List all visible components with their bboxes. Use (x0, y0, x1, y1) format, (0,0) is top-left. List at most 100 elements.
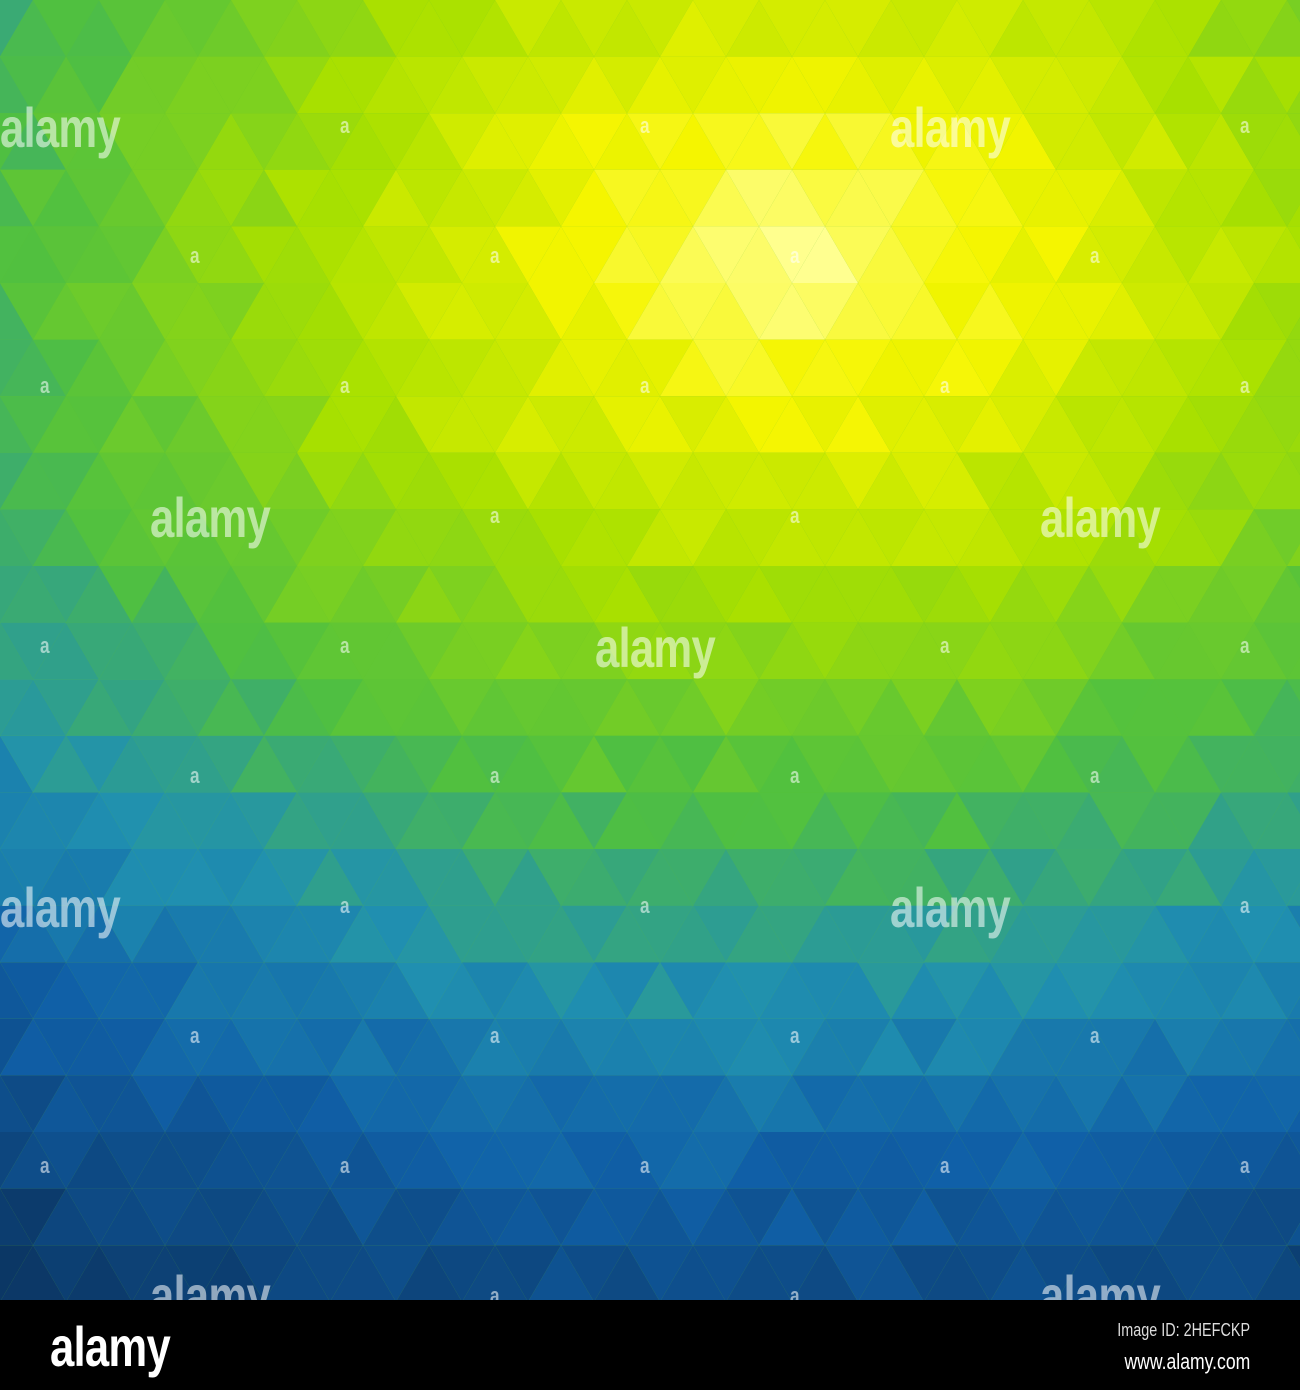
mosaic-triangle (363, 396, 429, 453)
mosaic-triangle (1221, 679, 1287, 736)
mosaic-triangle (231, 792, 297, 849)
mosaic-triangle (759, 1245, 825, 1300)
mosaic-triangle (759, 566, 825, 623)
mosaic-triangle (165, 509, 231, 566)
mosaic-triangle (1287, 430, 1300, 453)
mosaic-triangle (924, 226, 990, 283)
mosaic-triangle (858, 113, 924, 170)
mosaic-triangle (858, 566, 924, 623)
mosaic-triangle (1023, 962, 1089, 1019)
mosaic-triangle (396, 56, 462, 114)
mosaic-triangle (561, 962, 627, 1019)
mosaic-triangle (726, 509, 792, 566)
mosaic-triangle (660, 0, 726, 57)
mosaic-triangle (1188, 905, 1254, 963)
mosaic-triangle (726, 849, 792, 906)
mosaic-triangle (99, 1188, 165, 1246)
mosaic-triangle (594, 1188, 660, 1246)
mosaic-triangle (99, 396, 165, 453)
mosaic-triangle (693, 56, 759, 114)
mosaic-triangle (759, 452, 825, 510)
mosaic-triangle (99, 509, 165, 566)
mosaic-triangle (792, 396, 858, 453)
mosaic-triangle (693, 169, 759, 227)
mosaic-triangle (990, 962, 1056, 1019)
mosaic-triangle (891, 622, 957, 680)
mosaic-triangle (726, 622, 792, 680)
watermark-a: a (340, 373, 350, 398)
mosaic-triangle (66, 679, 132, 736)
mosaic-triangle (1122, 226, 1188, 283)
mosaic-triangle (957, 452, 1023, 510)
mosaic-triangle (198, 113, 264, 170)
mosaic-triangle (660, 283, 726, 340)
mosaic-triangle (165, 1018, 231, 1076)
mosaic-triangle (594, 792, 660, 849)
mosaic-triangle (528, 1188, 594, 1246)
mosaic-triangle (693, 339, 759, 397)
mosaic-triangle (1155, 1075, 1221, 1132)
mosaic-triangle (561, 113, 627, 170)
mosaic-triangle (1023, 792, 1089, 849)
mosaic-triangle (396, 509, 462, 566)
mosaic-triangle (858, 339, 924, 397)
mosaic-triangle (1056, 1132, 1122, 1189)
mosaic-triangle (1188, 452, 1254, 510)
mosaic-triangle (198, 396, 264, 453)
mosaic-triangle (1089, 1188, 1155, 1246)
mosaic-triangle (594, 113, 660, 170)
mosaic-triangle (1122, 792, 1188, 849)
mosaic-triangle (363, 622, 429, 680)
mosaic-triangle (231, 0, 297, 57)
mosaic-triangle (1023, 509, 1089, 566)
mosaic-triangle (792, 679, 858, 736)
mosaic-triangle (792, 622, 858, 680)
mosaic-triangle (759, 283, 825, 340)
mosaic-triangle (0, 566, 66, 623)
watermark-a: a (790, 1283, 800, 1308)
mosaic-triangle (363, 339, 429, 397)
mosaic-triangle (726, 962, 792, 1019)
mosaic-triangle (132, 679, 198, 736)
mosaic-triangle (693, 0, 759, 57)
mosaic-triangle (891, 566, 957, 623)
mosaic-triangle (1089, 452, 1155, 510)
mosaic-triangle (297, 1245, 363, 1300)
mosaic-triangle (891, 226, 957, 283)
watermark-a: a (1240, 1153, 1250, 1178)
mosaic-triangle (198, 169, 264, 227)
mosaic-triangle (264, 792, 330, 849)
mosaic-triangle (495, 566, 561, 623)
mosaic-triangle (627, 1018, 693, 1076)
mosaic-triangle (396, 566, 462, 623)
mosaic-triangle (231, 735, 297, 793)
mosaic-triangle (132, 1132, 198, 1189)
mosaic-triangle (66, 1132, 132, 1189)
mosaic-triangle (1287, 1018, 1300, 1042)
mosaic-triangle (0, 962, 66, 1019)
mosaic-triangle (561, 283, 627, 340)
mosaic-triangle (429, 226, 495, 283)
mosaic-triangle (33, 1188, 99, 1246)
mosaic-triangle (957, 283, 1023, 340)
mosaic-triangle (99, 566, 165, 623)
mosaic-triangle (132, 735, 198, 793)
mosaic-triangle (924, 339, 990, 397)
mosaic-triangle (99, 849, 165, 906)
mosaic-triangle (462, 679, 528, 736)
watermark-a: a (340, 113, 350, 138)
mosaic-triangle (297, 735, 363, 793)
mosaic-triangle (693, 1075, 759, 1132)
mosaic-triangle (957, 849, 1023, 906)
mosaic-triangle (759, 339, 825, 397)
mosaic-triangle (0, 1018, 66, 1076)
mosaic-triangle (759, 56, 825, 114)
watermark-a: a (490, 1283, 500, 1308)
mosaic-triangle (297, 905, 363, 963)
mosaic-triangle (198, 1075, 264, 1132)
mosaic-triangle (594, 1132, 660, 1189)
mosaic-triangle (1287, 452, 1300, 476)
mosaic-triangle (231, 1132, 297, 1189)
mosaic-triangle (594, 1075, 660, 1132)
mosaic-triangle (165, 792, 231, 849)
